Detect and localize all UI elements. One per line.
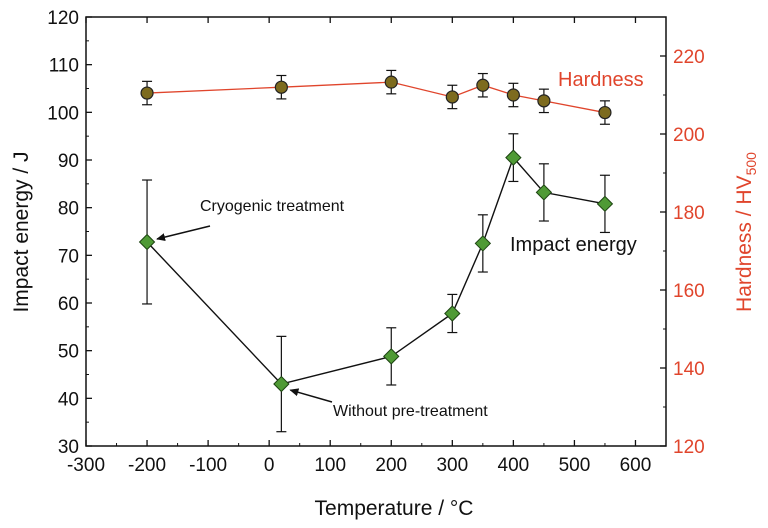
- hardness-point: [140, 86, 154, 100]
- hardness-point: [537, 94, 551, 108]
- y-left-tick-label: 80: [58, 199, 79, 220]
- impact-energy-line: [146, 156, 606, 385]
- x-tick-label: 100: [314, 455, 346, 476]
- x-tick-label: -100: [189, 455, 227, 476]
- impact-energy-point: [596, 195, 614, 213]
- hardness-point: [506, 88, 520, 102]
- series-layer: [138, 69, 614, 433]
- y-axis-right-title: Hardness / HV500: [733, 152, 759, 312]
- y-right-tick-label: 140: [673, 359, 705, 380]
- x-tick-label: -200: [128, 455, 166, 476]
- y-right-tick-label: 120: [673, 437, 705, 458]
- y-left-tick-label: 100: [47, 103, 79, 124]
- y-right-tick-label: 160: [673, 281, 705, 302]
- y-right-tick-label: 180: [673, 203, 705, 224]
- hardness-point: [274, 80, 288, 94]
- y-left-tick-label: 90: [58, 151, 79, 172]
- hardness-point: [384, 75, 398, 89]
- impact-energy-point: [505, 149, 522, 166]
- y-left-tick-label: 40: [58, 389, 79, 410]
- hardness-point: [476, 78, 490, 92]
- y-left-tick-label: 50: [58, 342, 79, 363]
- labels: Temperature / °C Impact energy / J Hardn…: [10, 69, 759, 520]
- impact-energy-point: [138, 233, 156, 251]
- annotation-arrow-without-pretreatment: [289, 388, 333, 403]
- annotation-arrow-cryogenic: [156, 225, 211, 241]
- impact-energy-point: [444, 305, 461, 322]
- impact-energy-point: [383, 348, 400, 365]
- impact-energy-point: [474, 235, 492, 252]
- annotation-cryogenic: Cryogenic treatment: [200, 198, 345, 215]
- impact-series-label: Impact energy: [510, 234, 637, 256]
- y-left-tick-label: 110: [49, 56, 79, 77]
- x-tick-label: 500: [559, 455, 591, 476]
- x-axis-title: Temperature / °C: [315, 497, 474, 520]
- axes: -300 -200 -100 0 100 200 300 400 500 600 30 40 50 60 7…: [47, 8, 704, 476]
- annotation-without-pretreatment: Without pre-treatment: [333, 403, 488, 420]
- x-tick-label: 0: [264, 455, 275, 476]
- y-left-tick-label: 70: [58, 246, 79, 267]
- y-axis-left-title: Impact energy / J: [10, 151, 33, 312]
- y-right-tick-label: 200: [673, 125, 705, 146]
- y-right-tick-label: 220: [673, 47, 705, 68]
- hardness-point: [598, 105, 612, 120]
- x-tick-label: -300: [67, 455, 105, 476]
- y-axis-right-title-main: Hardness / HV: [733, 175, 756, 312]
- hardness-series-label: Hardness: [558, 69, 644, 91]
- hardness-line: [147, 81, 606, 114]
- y-axis-right-title-sub: 500: [743, 152, 759, 176]
- x-tick-label: 200: [375, 455, 407, 476]
- hardness-point: [445, 90, 459, 104]
- y-left-tick-label: 120: [47, 8, 79, 29]
- x-tick-label: 600: [620, 455, 652, 476]
- x-tick-label: 300: [436, 455, 468, 476]
- impact-energy-point: [535, 184, 553, 201]
- impact-energy-point: [273, 375, 290, 393]
- x-tick-label: 400: [498, 455, 530, 476]
- y-left-tick-label: 30: [58, 437, 79, 458]
- y-left-tick-label: 60: [58, 294, 79, 315]
